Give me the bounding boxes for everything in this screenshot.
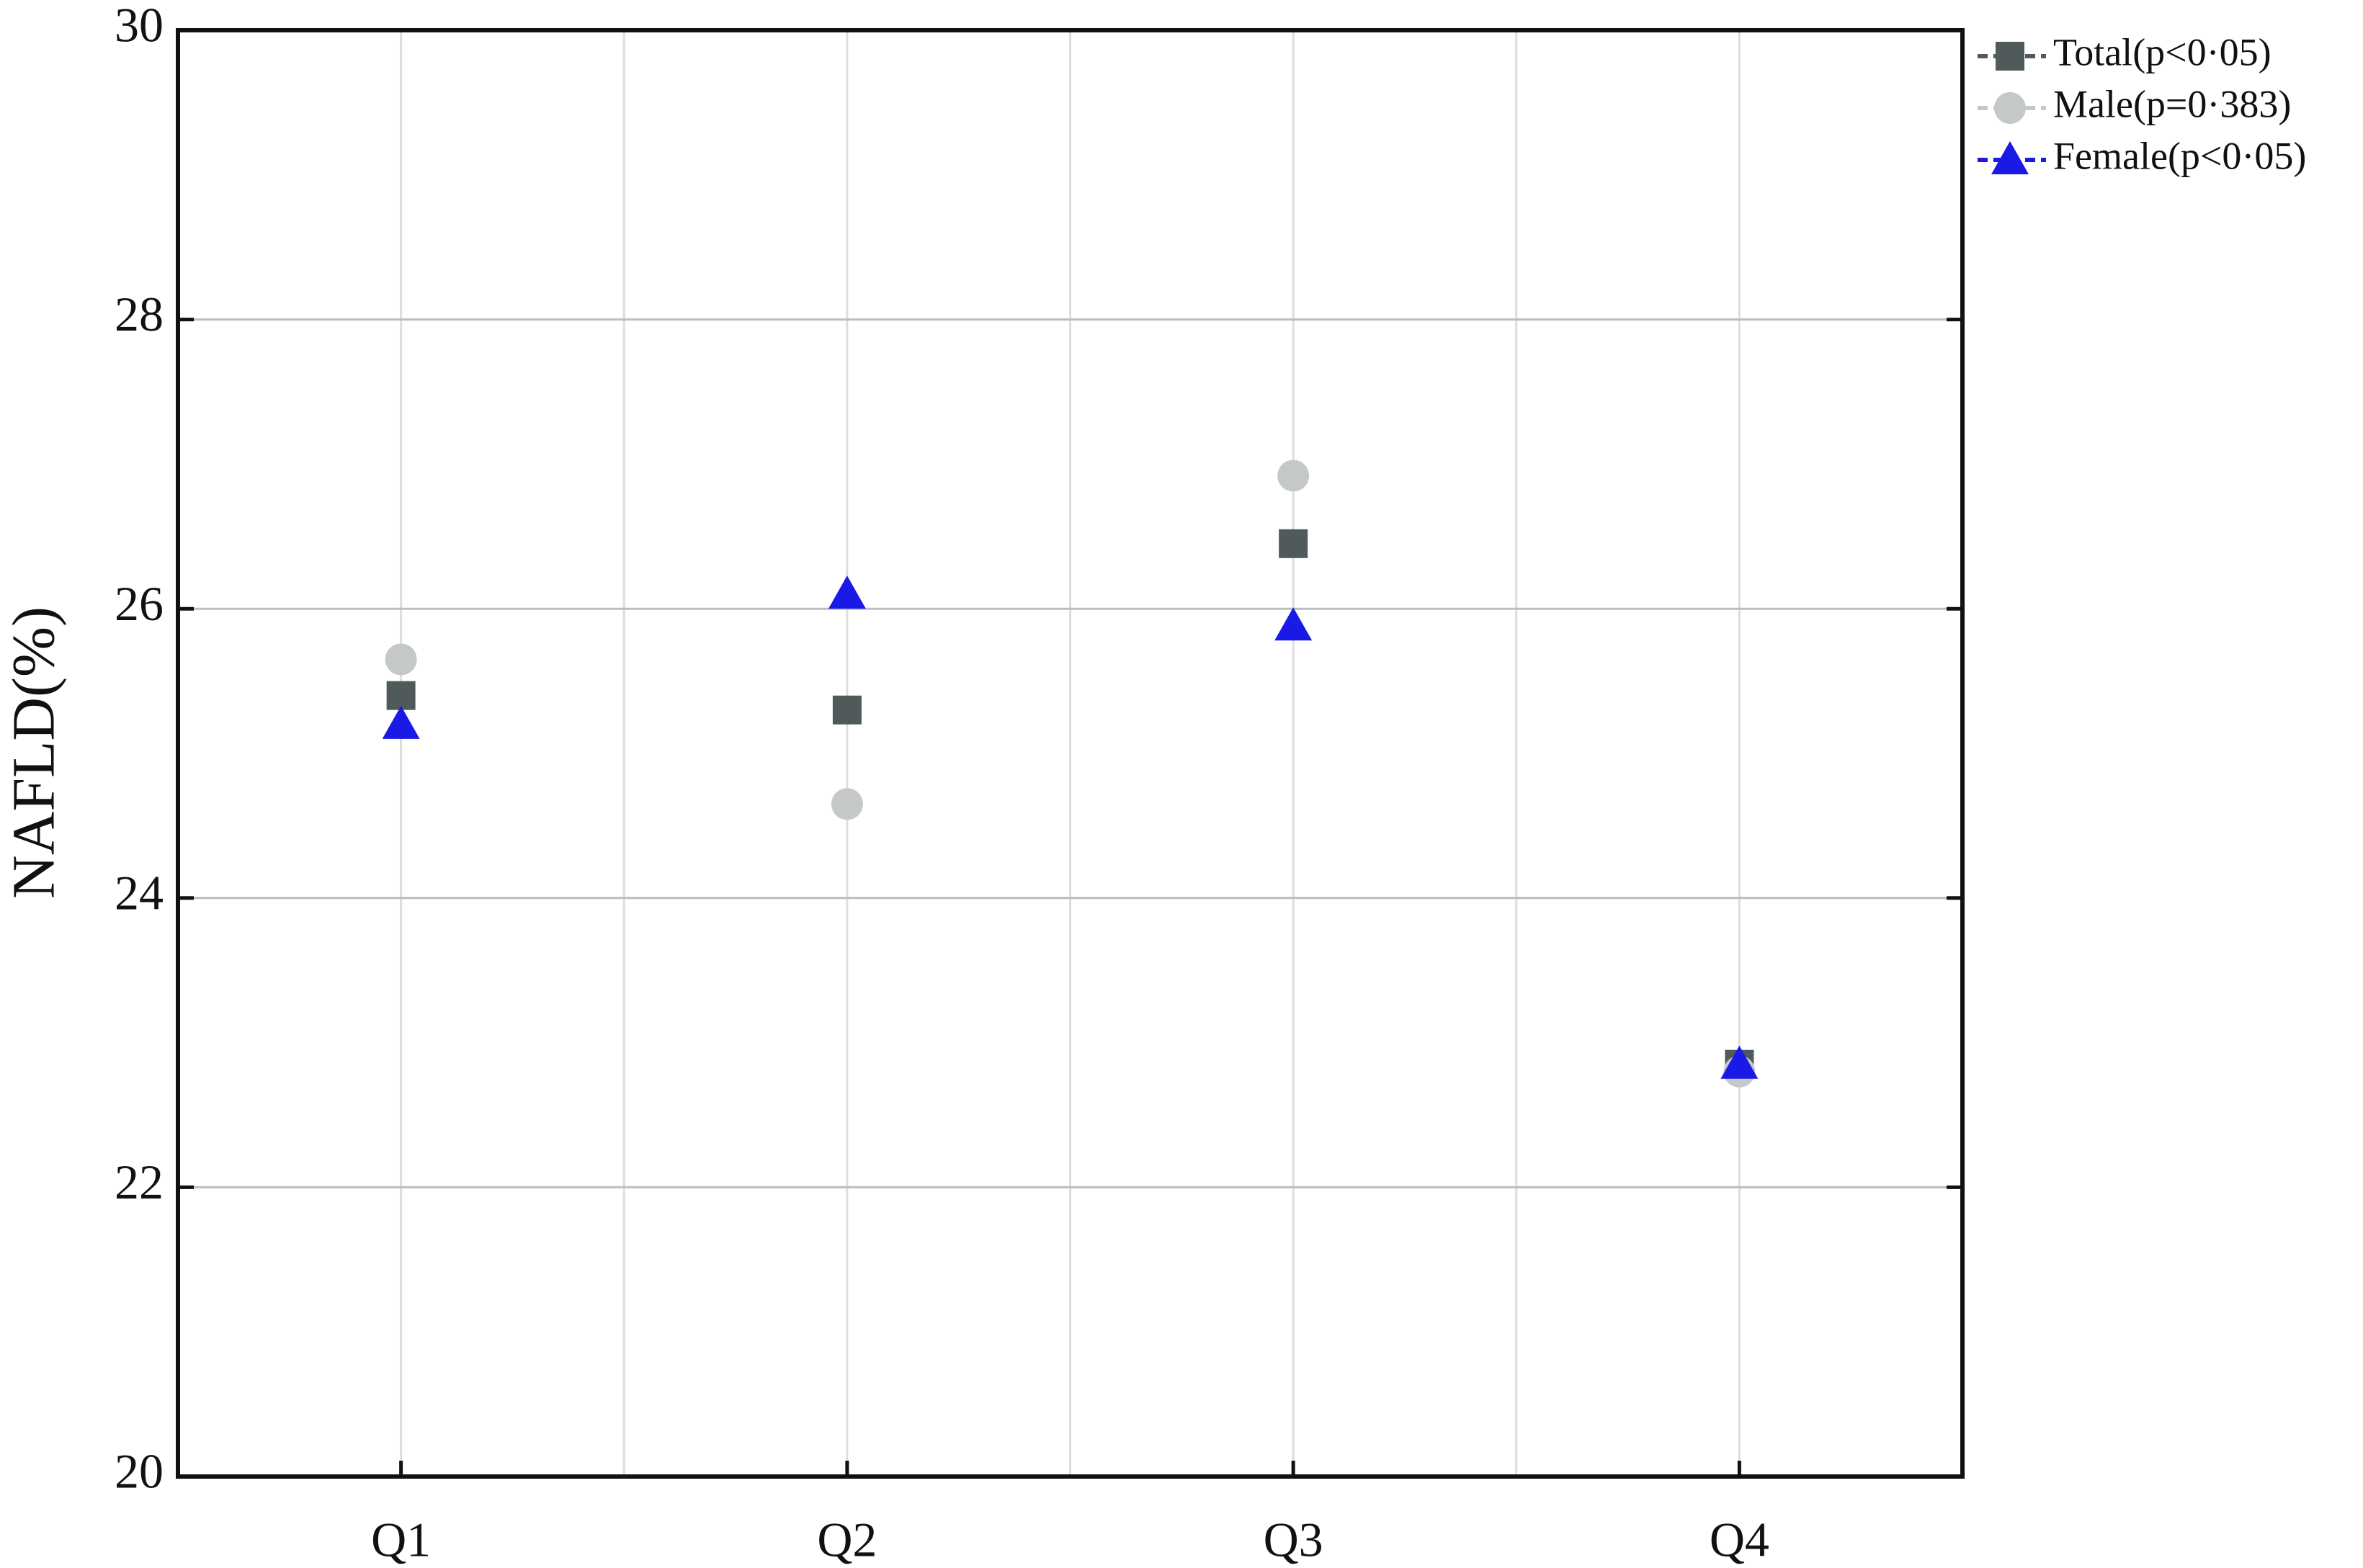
y-tick-label: 24 <box>115 865 164 920</box>
y-tick-label: 26 <box>115 576 164 631</box>
marker <box>1720 1045 1759 1079</box>
x-tick-label: Q2 <box>817 1513 877 1567</box>
marker <box>831 788 863 820</box>
x-tick-label: Q1 <box>371 1513 431 1567</box>
y-tick-label: 20 <box>115 1444 164 1499</box>
marker <box>382 705 420 739</box>
legend-label: Total(p<0·05) <box>2053 30 2272 73</box>
legend-label: Female(p<0·05) <box>2053 134 2306 177</box>
legend-label: Male(p=0·383) <box>2053 82 2291 125</box>
marker <box>828 575 866 609</box>
marker <box>385 643 417 676</box>
marker <box>1279 529 1308 558</box>
y-axis-label: NAFLD(%) <box>0 606 67 899</box>
y-tick-label: 28 <box>115 287 164 341</box>
marker <box>1996 42 2024 71</box>
x-tick-label: Q3 <box>1264 1513 1323 1567</box>
y-tick-label: 22 <box>115 1155 164 1209</box>
marker <box>386 681 416 710</box>
y-tick-label: 30 <box>115 0 164 53</box>
marker <box>832 695 862 725</box>
marker <box>1991 141 2029 174</box>
marker <box>1274 607 1313 641</box>
marker <box>1277 460 1310 492</box>
x-tick-label: Q4 <box>1710 1513 1769 1567</box>
plot-frame <box>176 28 1965 1479</box>
marker <box>1994 92 2026 124</box>
